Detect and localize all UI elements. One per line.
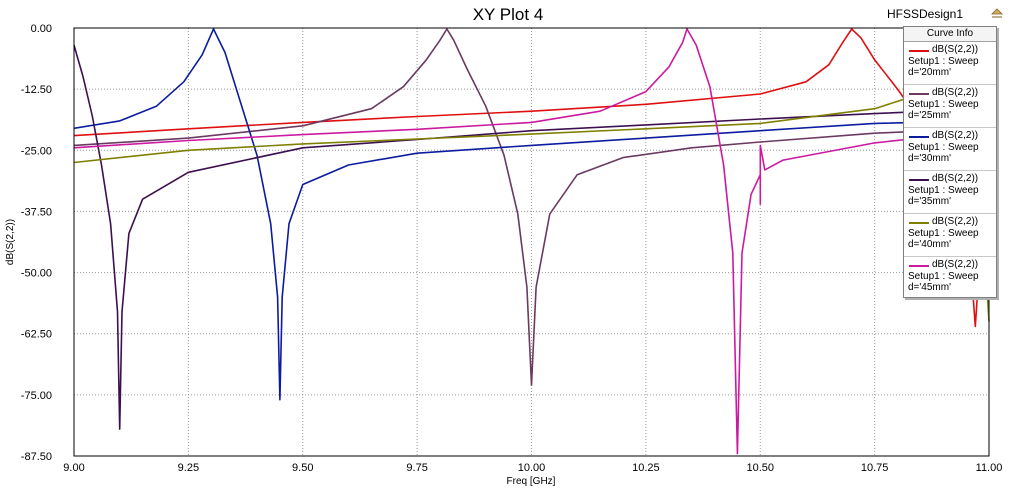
y-tick-label: -25.00 [21, 145, 52, 157]
legend-series-desc: Setup1 : Sweep d='25mm' [908, 99, 979, 121]
legend-swatch [909, 93, 929, 95]
legend-title: Curve Info [904, 27, 996, 42]
legend-series-name: dB(S(2,2)) [932, 87, 979, 98]
legend-series-desc: Setup1 : Sweep d='20mm' [908, 56, 979, 78]
series-line [73, 28, 990, 386]
legend-entry[interactable]: dB(S(2,2)) Setup1 : Sweep d='20mm' [904, 42, 996, 85]
legend[interactable]: Curve Info dB(S(2,2)) Setup1 : Sweep d='2… [903, 26, 997, 298]
x-tick-label: 9.50 [292, 462, 313, 474]
legend-swatch [909, 179, 929, 181]
design-name: HFSSDesign1 [887, 7, 963, 21]
legend-swatch [909, 50, 929, 52]
x-tick-label: 9.00 [63, 462, 84, 474]
legend-swatch [909, 265, 929, 267]
y-tick-label: -62.50 [21, 329, 52, 341]
x-tick-label: 10.00 [518, 462, 546, 474]
legend-series-name: dB(S(2,2)) [932, 130, 979, 141]
y-tick-label: -37.50 [21, 206, 52, 218]
legend-series-desc: Setup1 : Sweep d='40mm' [908, 228, 979, 250]
legend-series-name: dB(S(2,2)) [932, 173, 979, 184]
y-axis-label: dB(S(2,2)) [5, 219, 16, 265]
x-axis-label: Freq [GHz] [507, 476, 556, 487]
legend-series-name: dB(S(2,2)) [932, 259, 979, 270]
legend-series-desc: Setup1 : Sweep d='45mm' [908, 271, 979, 293]
y-tick-label: -12.50 [21, 84, 52, 96]
legend-series-name: dB(S(2,2)) [932, 216, 979, 227]
x-tick-label: 10.25 [632, 462, 660, 474]
series-line [73, 44, 990, 430]
y-tick-label: -75.00 [21, 390, 52, 402]
x-tick-label: 9.25 [178, 462, 199, 474]
legend-entry[interactable]: dB(S(2,2)) Setup1 : Sweep d='45mm' [904, 257, 996, 299]
y-tick-label: 0.00 [31, 23, 52, 35]
legend-swatch [909, 222, 929, 224]
y-tick-label: -87.50 [21, 451, 52, 463]
series-line [73, 28, 990, 455]
x-tick-label: 10.75 [861, 462, 889, 474]
chart-title: XY Plot 4 [473, 5, 544, 24]
legend-series-name: dB(S(2,2)) [932, 44, 979, 55]
legend-entry[interactable]: dB(S(2,2)) Setup1 : Sweep d='40mm' [904, 214, 996, 257]
legend-series-desc: Setup1 : Sweep d='35mm' [908, 185, 979, 207]
legend-entry[interactable]: dB(S(2,2)) Setup1 : Sweep d='25mm' [904, 85, 996, 128]
legend-swatch [909, 136, 929, 138]
legend-entry[interactable]: dB(S(2,2)) Setup1 : Sweep d='30mm' [904, 128, 996, 171]
legend-series-desc: Setup1 : Sweep d='30mm' [908, 142, 979, 164]
x-tick-label: 9.75 [406, 462, 427, 474]
x-tick-label: 11.00 [976, 462, 1003, 474]
x-tick-label: 10.50 [746, 462, 774, 474]
y-tick-label: -50.00 [21, 268, 52, 280]
window-icon[interactable] [991, 8, 1003, 18]
legend-entry[interactable]: dB(S(2,2)) Setup1 : Sweep d='35mm' [904, 171, 996, 214]
series-line [73, 28, 990, 401]
